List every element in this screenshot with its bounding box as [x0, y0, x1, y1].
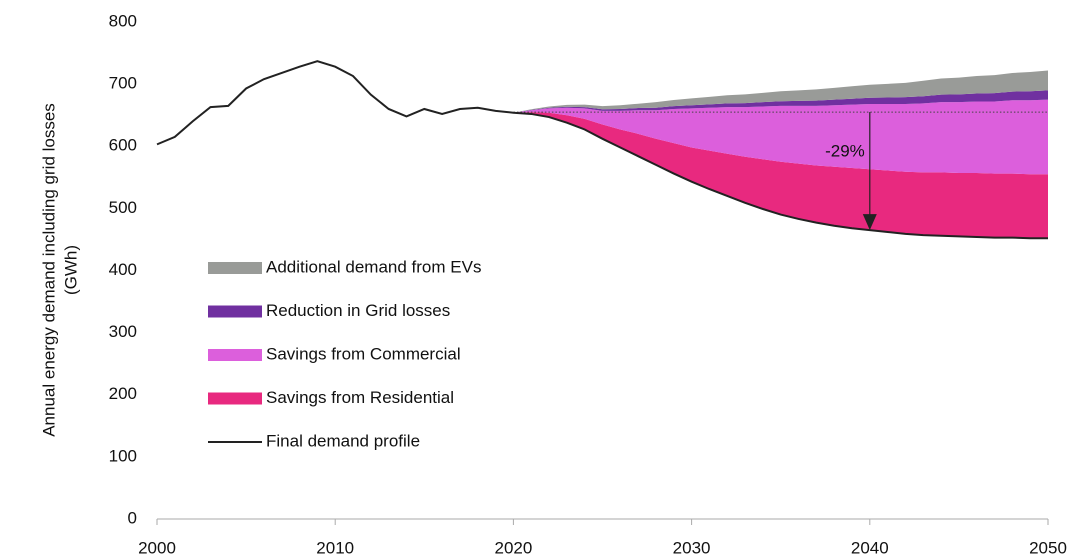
- y-axis-label: (GWh): [61, 245, 80, 295]
- legend-label: Final demand profile: [266, 431, 420, 450]
- arrow-head: [862, 214, 877, 231]
- y-tick-label: 100: [109, 446, 137, 465]
- area: [513, 90, 1048, 113]
- legend-label: Additional demand from EVs: [266, 257, 481, 276]
- y-tick-label: 700: [109, 74, 137, 93]
- y-tick-label: 600: [109, 136, 137, 155]
- y-tick-label: 300: [109, 322, 137, 341]
- y-tick-label: 0: [128, 508, 137, 527]
- annotation-label: -29%: [825, 142, 865, 161]
- area: [513, 112, 1048, 239]
- area: [513, 70, 1048, 113]
- y-tick-label: 800: [109, 11, 137, 30]
- x-tick-label: 2010: [316, 538, 354, 557]
- legend-label: Savings from Residential: [266, 388, 454, 407]
- y-tick-label: 500: [109, 198, 137, 217]
- x-tick-label: 2000: [138, 538, 176, 557]
- line: [156, 60, 1048, 240]
- y-axis-label: Annual energy demand including grid loss…: [39, 103, 58, 437]
- x-tick-label: 2040: [851, 538, 889, 557]
- x-tick-label: 2020: [494, 538, 532, 557]
- legend-swatch: [208, 305, 262, 318]
- legend-swatch: [208, 262, 262, 274]
- x-tick-label: 2030: [673, 538, 711, 557]
- y-tick-label: 400: [109, 260, 137, 279]
- legend-swatch: [208, 349, 262, 361]
- x-tick-label: 2050: [1029, 538, 1067, 557]
- area: [513, 99, 1048, 175]
- legend-label: Savings from Commercial: [266, 344, 461, 363]
- legend-swatch: [208, 392, 262, 405]
- y-tick-label: 200: [109, 384, 137, 403]
- legend-label: Reduction in Grid losses: [266, 301, 450, 320]
